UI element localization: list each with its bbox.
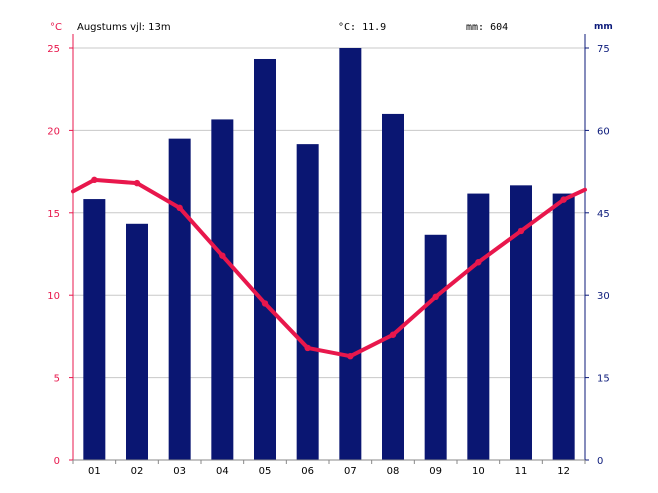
precip-bar: [382, 113, 404, 461]
month-label: 09: [429, 466, 442, 477]
month-label: 02: [131, 466, 144, 477]
altitude-label: Augstums vjl: 13m: [77, 22, 171, 33]
temperature-point: [560, 196, 567, 203]
precip-bar: [254, 58, 276, 461]
month-label: 12: [557, 466, 570, 477]
precip-bar: [126, 223, 148, 460]
month-label: 05: [259, 466, 272, 477]
temp-tick-label: 10: [47, 291, 60, 302]
temperature-point: [304, 344, 311, 352]
precip-total-label: mm: 604: [466, 22, 509, 33]
month-label: 10: [472, 466, 485, 477]
temp-tick-label: 25: [47, 44, 60, 55]
precip-unit-label: mm: [594, 22, 613, 32]
month-label: 04: [216, 466, 229, 477]
temp-tick-label: 5: [54, 374, 60, 385]
month-label: 06: [301, 466, 314, 477]
precip-bar: [467, 193, 490, 460]
precip-tick-label: 0: [597, 456, 603, 467]
precip-bar: [296, 144, 319, 460]
avg-temp-label: °C: 11.9: [338, 22, 387, 33]
precip-bar: [83, 199, 106, 461]
temperature-point: [219, 252, 226, 259]
month-label: 01: [88, 466, 101, 477]
precip-tick-label: 60: [597, 126, 610, 137]
temperature-point: [347, 352, 354, 360]
temp-tick-label: 15: [47, 209, 60, 220]
month-label: 07: [344, 466, 357, 477]
precip-bar: [552, 193, 575, 460]
precip-bar: [339, 48, 362, 460]
temperature-line: [71, 177, 587, 359]
temperature-point: [261, 300, 269, 307]
precip-bar: [211, 119, 234, 460]
temperature-point: [475, 259, 482, 266]
precip-bar: [510, 185, 532, 461]
precip-bar: [168, 138, 191, 460]
temperature-point: [432, 293, 439, 301]
temperature-point: [91, 176, 98, 184]
precip-tick-label: 15: [597, 374, 610, 385]
month-label: 03: [173, 466, 186, 477]
temperature-point: [517, 227, 525, 235]
temp-unit-label: °C: [50, 22, 62, 33]
precip-bar: [424, 234, 447, 460]
precip-tick-label: 30: [597, 291, 610, 302]
precip-tick-label: 75: [597, 44, 610, 55]
month-label: 11: [515, 466, 528, 477]
precip-tick-label: 45: [597, 209, 610, 220]
temperature-point: [176, 204, 183, 212]
temp-tick-label: 20: [47, 126, 60, 137]
temp-tick-label: 0: [54, 456, 60, 467]
month-label: 08: [387, 466, 400, 477]
temperature-point: [389, 331, 397, 338]
temperature-point: [133, 179, 141, 187]
